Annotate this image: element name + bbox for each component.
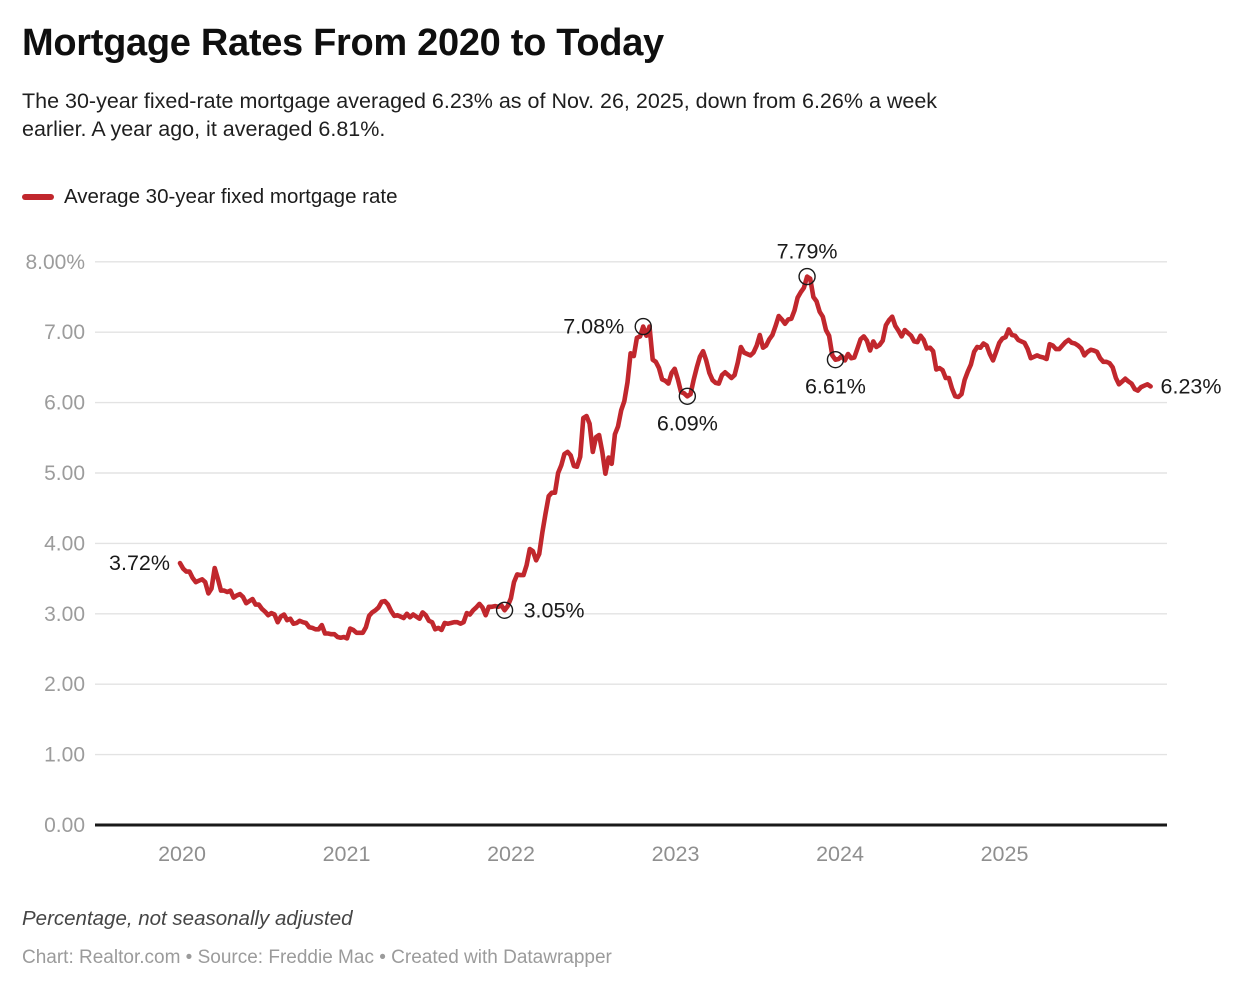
annotation-marker (634, 317, 652, 336)
y-tick-label: 4.00 (44, 532, 85, 555)
annotation-marker (495, 601, 514, 619)
y-tick-label: 6.00 (44, 392, 85, 415)
annotation-label: 7.79% (777, 240, 838, 264)
annotation-marker (826, 350, 845, 369)
series-layer (177, 274, 1153, 641)
x-tick-label: 2024 (816, 842, 864, 866)
y-tick-label: 7.00 (44, 321, 85, 344)
annotation-marker (798, 267, 816, 286)
axis-unit-note: Percentage, not seasonally adjusted (22, 907, 353, 930)
annotation-layer: 3.72% 3.05% 7.08% 6.09% 7.79% 6.61% 6.23% (109, 240, 1221, 623)
y-tick-label: 0.00 (44, 814, 85, 837)
y-tick-label: 3.00 (44, 603, 85, 626)
y-tick-label: 1.00 (44, 744, 85, 767)
attribution-line: Chart: Realtor.com • Source: Freddie Mac… (22, 947, 612, 968)
legend-label: Average 30-year fixed mortgage rate (64, 185, 398, 208)
annotation-label: 6.61% (805, 375, 866, 399)
annotation-label: 6.09% (657, 411, 718, 435)
annotation-marker (678, 387, 697, 405)
y-tick-label: 5.00 (44, 462, 85, 485)
y-tick-label: 2.00 (44, 673, 85, 696)
annotation-label: 7.08% (563, 315, 624, 339)
annotation-label: 3.72% (109, 551, 170, 575)
annotation-label: 3.05% (524, 598, 585, 622)
chart-description: The 30-year fixed-rate mortgage averaged… (22, 89, 938, 141)
y-tick-label: 8.00% (25, 251, 85, 274)
x-tick-label: 2025 (981, 842, 1029, 866)
legend: Average 30-year fixed mortgage rate (22, 185, 398, 209)
axis-label-layer: 0.00 1.00 2.00 3.00 4.00 5.00 6.00 7.00 8.00% 202… (25, 251, 1028, 866)
page-title: Mortgage Rates From 2020 to Today (22, 22, 664, 64)
x-tick-label: 2022 (487, 842, 535, 866)
legend-line-swatch-icon (22, 194, 54, 200)
x-tick-label: 2021 (323, 842, 371, 866)
rate-line (177, 274, 1153, 641)
x-tick-label: 2020 (158, 842, 206, 866)
annotation-label: 6.23% (1161, 374, 1222, 398)
grid-layer (95, 261, 1167, 827)
x-tick-label: 2023 (652, 842, 700, 866)
